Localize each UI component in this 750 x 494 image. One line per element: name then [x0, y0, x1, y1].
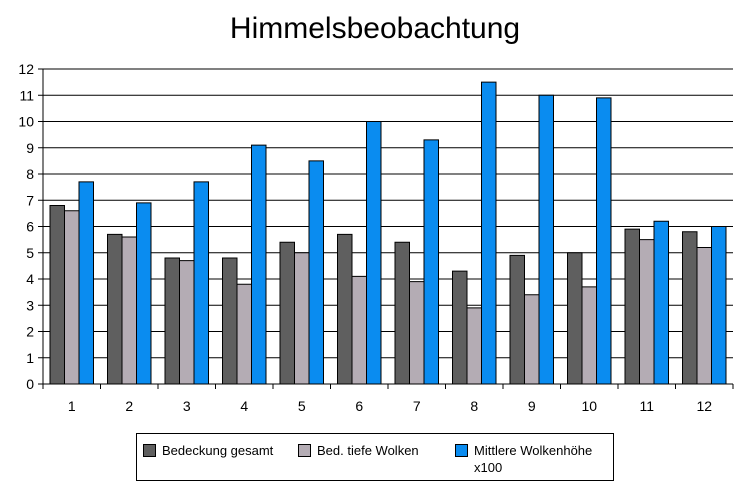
bar	[222, 257, 238, 385]
bar	[394, 241, 410, 385]
bar	[409, 281, 425, 385]
legend-item-bedeckung-gesamt: Bedeckung gesamt	[143, 442, 273, 459]
bar	[509, 254, 525, 385]
x-tick-label: 10	[581, 398, 597, 414]
bar	[279, 241, 295, 385]
y-tick-label: 2	[26, 324, 34, 340]
bar	[121, 236, 137, 385]
bar	[64, 210, 80, 385]
y-tick-label: 8	[26, 166, 34, 182]
y-tick-label: 1	[26, 350, 34, 366]
x-tick-label: 4	[240, 398, 248, 414]
y-tick-label: 9	[26, 140, 34, 156]
legend-label: Mittlere Wolkenhöhe x100	[474, 443, 593, 475]
bar	[538, 94, 554, 385]
legend-swatch	[298, 444, 311, 457]
bar	[423, 139, 439, 385]
bar	[164, 257, 180, 385]
y-tick-label: 4	[26, 271, 34, 287]
bar	[466, 307, 482, 385]
x-tick-label: 6	[355, 398, 363, 414]
bar	[567, 252, 583, 385]
x-tick-label: 1	[68, 398, 76, 414]
y-tick-label: 5	[26, 245, 34, 261]
x-tick-label: 8	[470, 398, 478, 414]
bar	[452, 270, 468, 385]
legend-swatch	[455, 444, 468, 457]
legend-label: Bedeckung gesamt	[162, 443, 274, 458]
bar	[524, 294, 540, 385]
bar	[351, 275, 367, 385]
bar	[481, 81, 497, 385]
bar	[711, 226, 727, 385]
bar	[581, 286, 597, 385]
legend-swatch	[143, 444, 156, 457]
bar	[294, 252, 310, 385]
x-tick-label: 9	[528, 398, 536, 414]
bar	[193, 181, 209, 385]
y-tick-label: 0	[26, 376, 34, 392]
bar	[366, 121, 382, 385]
legend: Bedeckung gesamt Bed. tiefe Wolken Mittl…	[136, 433, 614, 481]
bar	[78, 181, 94, 385]
bar	[107, 233, 123, 385]
legend-item-mittlere-wolkenhoehe: Mittlere Wolkenhöhe x100	[455, 442, 611, 476]
bar	[179, 260, 195, 385]
y-tick-label: 7	[26, 192, 34, 208]
y-tick-label: 10	[18, 114, 34, 130]
y-tick-label: 12	[18, 61, 34, 77]
chart-title: Himmelsbeobachtung	[229, 12, 521, 45]
bar	[308, 160, 324, 385]
legend-item-bed-tiefe-wolken: Bed. tiefe Wolken	[298, 442, 419, 459]
bar	[136, 202, 152, 385]
x-tick-label: 12	[696, 398, 712, 414]
bar	[236, 283, 252, 385]
bar	[653, 220, 669, 385]
x-tick-label: 5	[298, 398, 306, 414]
y-tick-label: 11	[19, 87, 34, 103]
bar	[49, 205, 65, 385]
x-tick-label: 7	[413, 398, 421, 414]
bar	[639, 239, 655, 385]
y-tick-label: 3	[26, 297, 34, 313]
bar	[624, 228, 640, 385]
bar	[696, 247, 712, 385]
bar	[596, 97, 612, 385]
bar	[337, 233, 353, 385]
x-tick-label: 2	[125, 398, 133, 414]
bar	[682, 231, 698, 385]
legend-label: Bed. tiefe Wolken	[317, 443, 419, 458]
bar	[251, 144, 267, 385]
x-tick-label: 3	[183, 398, 191, 414]
x-tick-label: 11	[639, 398, 654, 414]
y-tick-label: 6	[26, 219, 34, 235]
